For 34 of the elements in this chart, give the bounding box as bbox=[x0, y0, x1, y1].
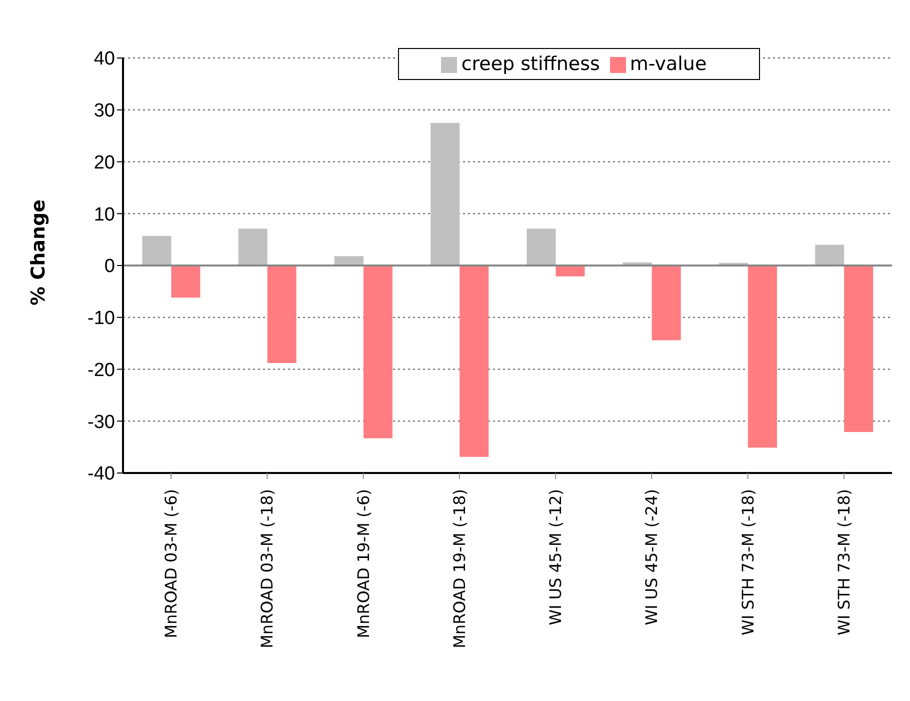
bar bbox=[526, 228, 556, 266]
bar bbox=[844, 266, 874, 432]
bar bbox=[556, 266, 585, 276]
x-tick-label: MnROAD 03-M (-18) bbox=[258, 489, 277, 648]
y-tick-label: 40 bbox=[94, 48, 115, 70]
y-tick-label: -20 bbox=[88, 360, 115, 381]
x-tick-label: MnROAD 03-M (-6) bbox=[162, 489, 181, 638]
y-tick-label: -30 bbox=[88, 412, 115, 433]
x-tick-label: WI US 45-M (-12) bbox=[546, 489, 566, 626]
bar bbox=[460, 266, 489, 457]
legend-label: m-value bbox=[630, 53, 707, 75]
legend-label: creep stiffness bbox=[461, 53, 600, 75]
bar bbox=[430, 122, 460, 266]
bar bbox=[363, 266, 392, 438]
y-tick-label: -40 bbox=[88, 464, 115, 485]
bar bbox=[142, 236, 172, 266]
bar bbox=[171, 266, 200, 298]
bar bbox=[815, 244, 844, 266]
bar bbox=[238, 228, 268, 266]
x-tick-label: MnROAD 19-M (-6) bbox=[354, 489, 373, 638]
y-tick-label: 30 bbox=[94, 100, 115, 122]
x-tick-label: MnROAD 19-M (-18) bbox=[450, 489, 469, 648]
y-tick-label: 10 bbox=[94, 204, 115, 226]
bar bbox=[267, 266, 296, 364]
y-tick-label: 20 bbox=[94, 152, 115, 174]
bar bbox=[334, 256, 364, 266]
x-tick-label: WI STH 73-M (-18) bbox=[738, 489, 758, 636]
x-tick-label: WI STH 73-M (-18) bbox=[834, 489, 854, 636]
y-tick-label: 0 bbox=[104, 256, 115, 278]
x-tick-label: WI US 45-M (-24) bbox=[642, 489, 662, 626]
bar bbox=[652, 266, 681, 340]
y-tick-label: -10 bbox=[88, 308, 115, 330]
y-axis-title: % Change bbox=[28, 200, 50, 306]
bar bbox=[748, 266, 777, 448]
